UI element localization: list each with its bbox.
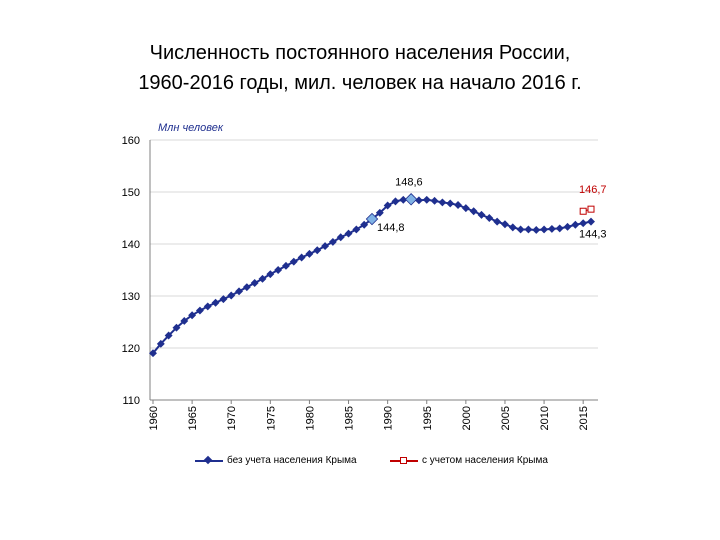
x-tick-label: 2010 — [539, 406, 551, 430]
chart-title: Численность постоянного населения России… — [0, 38, 720, 98]
legend-label-series2: с учетом населения Крыма — [422, 455, 548, 466]
x-tick-label: 1980 — [304, 406, 316, 430]
x-tick-label: 1975 — [265, 406, 277, 430]
data-point — [587, 217, 595, 226]
y-tick-label: 150 — [122, 187, 140, 199]
y-axis-label: Млн человек — [158, 122, 224, 134]
data-point — [501, 220, 509, 229]
data-point — [532, 226, 541, 234]
data-point — [414, 196, 423, 205]
x-tick-label: 2015 — [578, 406, 590, 430]
chart-title-line2: 1960-2016 годы, мил. человек на начало 2… — [138, 72, 582, 94]
data-point — [305, 249, 314, 258]
data-point — [274, 266, 283, 274]
data-point — [344, 229, 353, 238]
data-point — [493, 217, 502, 226]
data-point — [547, 224, 556, 233]
data-point — [461, 204, 470, 213]
data-point — [211, 298, 220, 307]
data-point-crimea — [587, 205, 595, 213]
data-point — [516, 225, 525, 234]
y-tick-label: 120 — [122, 343, 140, 355]
y-tick-label: 110 — [122, 395, 140, 407]
y-tick-label: 140 — [122, 239, 140, 251]
data-label: 146,7 — [579, 184, 607, 196]
data-point — [477, 210, 486, 219]
data-point — [164, 331, 173, 340]
data-point — [266, 270, 275, 279]
data-point — [446, 199, 455, 208]
x-tick-label: 1990 — [383, 406, 395, 430]
data-point — [404, 193, 418, 206]
x-tick-label: 1970 — [226, 406, 238, 430]
data-point — [563, 222, 572, 231]
x-tick-label: 1985 — [344, 406, 356, 430]
data-point — [469, 207, 478, 216]
legend-item-series1: без учета населения Крыма — [195, 455, 357, 466]
legend-line-red-icon — [390, 456, 418, 464]
legend-item-series2: с учетом населения Крыма — [390, 455, 548, 466]
data-point — [282, 261, 290, 270]
data-point — [195, 306, 204, 315]
data-point — [540, 225, 549, 234]
data-point — [454, 201, 462, 209]
data-point — [180, 317, 189, 325]
data-point — [579, 219, 588, 228]
data-point — [149, 349, 157, 358]
data-point — [391, 197, 400, 206]
data-point — [258, 274, 267, 283]
data-point — [289, 257, 298, 266]
y-tick-label: 130 — [122, 291, 140, 303]
data-point-crimea — [579, 207, 587, 215]
data-point — [297, 253, 306, 262]
data-point — [365, 212, 379, 226]
data-point — [156, 339, 165, 348]
data-label: 148,6 — [395, 176, 423, 188]
x-tick-label: 1965 — [187, 406, 199, 430]
data-point — [313, 246, 322, 255]
data-point — [328, 237, 337, 246]
data-point — [250, 279, 259, 287]
y-tick-label: 160 — [122, 135, 140, 147]
data-point — [321, 242, 330, 251]
data-point — [336, 233, 345, 242]
data-point — [571, 220, 580, 229]
data-point — [242, 283, 251, 292]
data-point — [399, 195, 408, 204]
x-tick-label: 1995 — [422, 406, 434, 430]
data-point — [227, 291, 236, 300]
data-point — [524, 225, 533, 234]
data-point — [430, 196, 439, 205]
data-point — [203, 302, 212, 311]
data-point — [188, 311, 197, 320]
data-point — [352, 225, 361, 234]
data-point — [555, 224, 564, 233]
data-label: 144,8 — [377, 222, 405, 234]
data-point — [383, 201, 392, 210]
x-tick-label: 1960 — [148, 406, 160, 430]
data-point — [219, 295, 228, 304]
data-point — [235, 287, 243, 296]
data-point — [438, 198, 447, 207]
x-tick-label: 2000 — [461, 406, 473, 430]
legend-line-blue-icon — [195, 455, 223, 464]
legend-label-series1: без учета населения Крыма — [227, 455, 357, 466]
data-point — [508, 223, 517, 232]
data-point — [360, 220, 369, 229]
data-point — [422, 195, 431, 204]
data-point — [485, 214, 494, 222]
chart-title-line1: Численность постоянного населения России… — [149, 42, 571, 64]
data-point — [375, 208, 384, 217]
data-label: 144,3 — [579, 229, 607, 241]
x-tick-label: 2005 — [500, 406, 512, 430]
